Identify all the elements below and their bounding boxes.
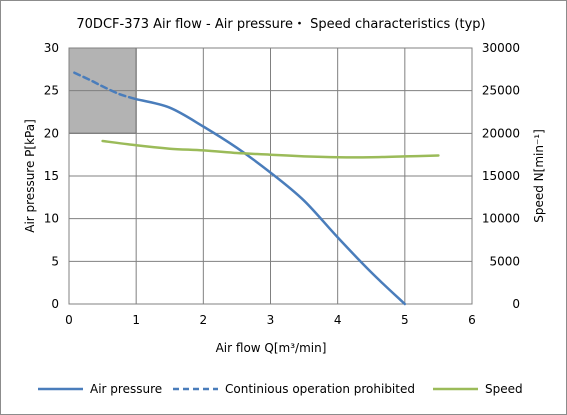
x-tick-label: 2	[200, 313, 208, 327]
y2-tick-label: 20000	[482, 126, 520, 140]
legend-label-air-pressure: Air pressure	[90, 382, 162, 396]
y2-tick-label: 5000	[489, 254, 520, 268]
legend: Air pressure Continious operation prohib…	[38, 382, 523, 396]
x-axis-label: Air flow Q[m³/min]	[216, 341, 327, 355]
y2-tick-label: 0	[512, 297, 520, 311]
y2-tick-label: 15000	[482, 169, 520, 183]
x-tick-label: 5	[401, 313, 409, 327]
y2-tick-label: 25000	[482, 84, 520, 98]
x-tick-label: 4	[334, 313, 342, 327]
y-tick-label: 20	[44, 126, 59, 140]
series-line-air-pressure	[134, 97, 407, 306]
chart-title: 70DCF-373 Air flow - Air pressure・ Speed…	[76, 17, 485, 32]
x-tick-label: 0	[65, 313, 73, 327]
y-tick-label: 25	[44, 84, 59, 98]
y-tick-label: 30	[44, 41, 59, 55]
plot-border	[68, 47, 473, 305]
x-tick-label: 3	[267, 313, 275, 327]
tick-labels: 0 1 2 3 4 5 6 0 5 10 15 20 25 30 0 5000 10000 15000 20000 2…	[44, 41, 520, 327]
y2-axis-label: Speed N[min⁻¹]	[532, 129, 546, 223]
y2-tick-label: 10000	[482, 212, 520, 226]
y-axis-label: Air pressure P[kPa]	[23, 119, 37, 233]
series-line-speed	[101, 139, 440, 159]
y2-tick-label: 30000	[482, 41, 520, 55]
x-tick-label: 6	[468, 313, 476, 327]
y-tick-label: 5	[51, 254, 59, 268]
legend-label-speed: Speed	[485, 382, 523, 396]
x-tick-label: 1	[132, 313, 140, 327]
series-layer	[73, 71, 440, 306]
legend-label-prohibited: Continious operation prohibited	[225, 382, 415, 396]
y-tick-label: 0	[51, 297, 59, 311]
series-line-prohibited	[73, 71, 138, 101]
y-tick-label: 15	[44, 169, 59, 183]
y-tick-label: 10	[44, 212, 59, 226]
